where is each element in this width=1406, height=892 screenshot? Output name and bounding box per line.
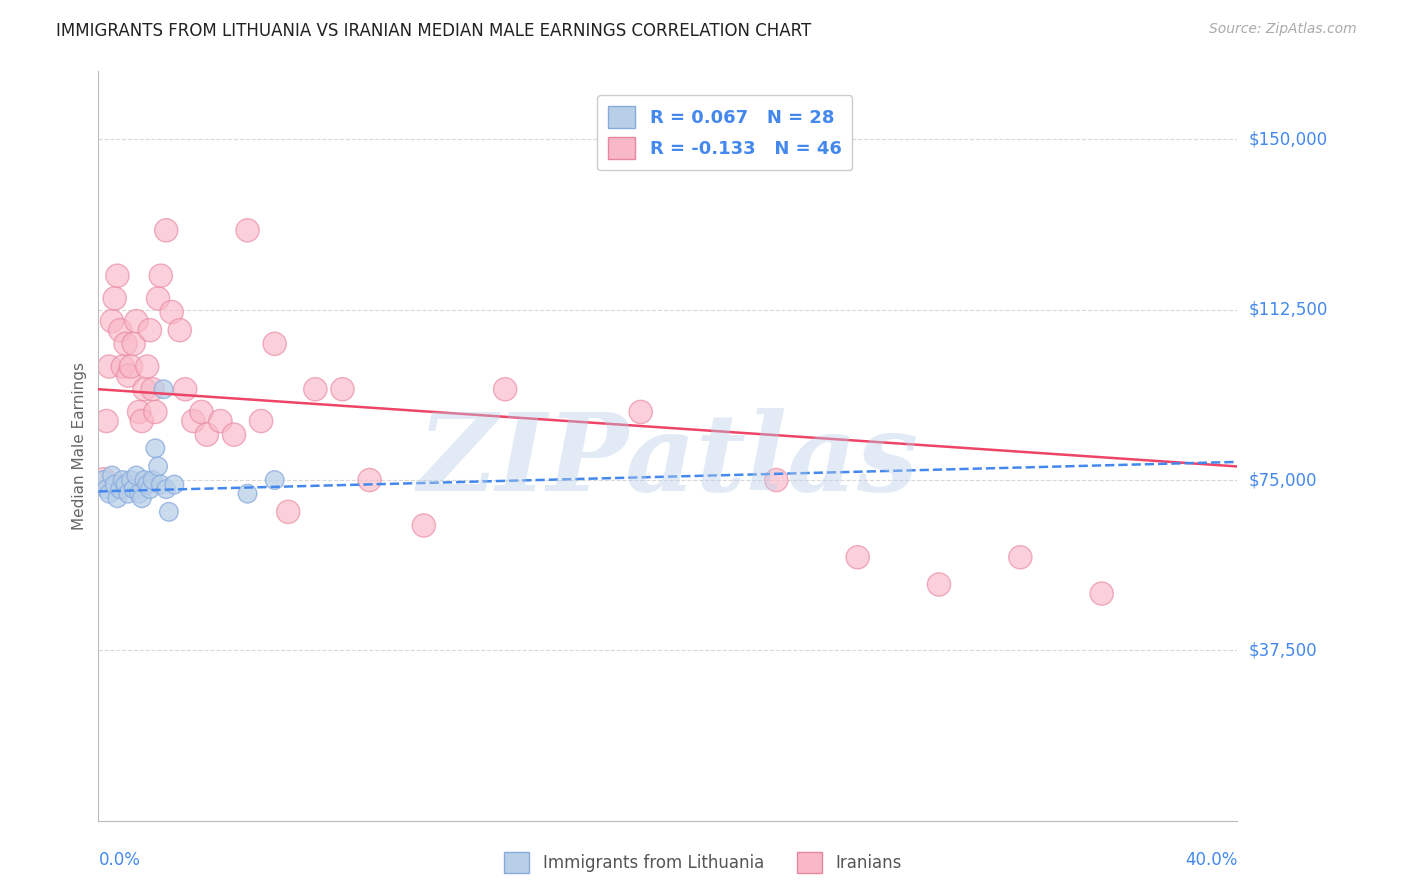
- Point: [846, 550, 869, 565]
- Point: [122, 482, 145, 496]
- Point: [136, 359, 159, 374]
- Point: [93, 473, 115, 487]
- Point: [263, 473, 285, 487]
- Point: [277, 505, 299, 519]
- Point: [1091, 586, 1114, 600]
- Point: [155, 223, 177, 237]
- Point: [222, 427, 245, 442]
- Point: [195, 427, 218, 442]
- Point: [128, 405, 150, 419]
- Point: [114, 336, 136, 351]
- Point: [236, 223, 259, 237]
- Point: [139, 482, 162, 496]
- Point: [120, 359, 142, 374]
- Legend: R = 0.067   N = 28, R = -0.133   N = 46: R = 0.067 N = 28, R = -0.133 N = 46: [598, 95, 852, 170]
- Point: [120, 473, 142, 487]
- Point: [169, 323, 191, 337]
- Point: [108, 482, 131, 496]
- Point: [134, 473, 156, 487]
- Point: [494, 382, 516, 396]
- Point: [157, 505, 180, 519]
- Text: $112,500: $112,500: [1249, 301, 1327, 318]
- Point: [114, 477, 136, 491]
- Text: $150,000: $150,000: [1249, 130, 1327, 148]
- Text: 0.0%: 0.0%: [98, 851, 141, 869]
- Point: [125, 314, 148, 328]
- Point: [630, 405, 652, 419]
- Point: [111, 473, 134, 487]
- Point: [104, 292, 127, 306]
- Point: [93, 473, 115, 487]
- Point: [149, 477, 172, 491]
- Point: [146, 459, 169, 474]
- Point: [145, 442, 167, 456]
- Point: [98, 359, 121, 374]
- Point: [117, 486, 139, 500]
- Text: $37,500: $37,500: [1249, 641, 1317, 659]
- Point: [107, 268, 129, 283]
- Point: [765, 473, 787, 487]
- Point: [152, 382, 174, 396]
- Text: IMMIGRANTS FROM LITHUANIA VS IRANIAN MEDIAN MALE EARNINGS CORRELATION CHART: IMMIGRANTS FROM LITHUANIA VS IRANIAN MED…: [56, 22, 811, 40]
- Point: [250, 414, 273, 428]
- Text: $75,000: $75,000: [1249, 471, 1317, 489]
- Point: [101, 314, 124, 328]
- Y-axis label: Median Male Earnings: Median Male Earnings: [72, 362, 87, 530]
- Point: [108, 323, 131, 337]
- Point: [190, 405, 212, 419]
- Point: [146, 292, 169, 306]
- Point: [136, 477, 159, 491]
- Point: [149, 268, 172, 283]
- Text: ZIPatlas: ZIPatlas: [418, 408, 918, 514]
- Point: [98, 486, 121, 500]
- Point: [928, 577, 950, 591]
- Point: [236, 486, 259, 500]
- Point: [131, 414, 153, 428]
- Point: [139, 323, 162, 337]
- Legend: Immigrants from Lithuania, Iranians: Immigrants from Lithuania, Iranians: [498, 846, 908, 880]
- Point: [134, 382, 156, 396]
- Point: [104, 477, 127, 491]
- Point: [101, 468, 124, 483]
- Point: [174, 382, 197, 396]
- Point: [412, 518, 434, 533]
- Point: [111, 359, 134, 374]
- Text: 40.0%: 40.0%: [1185, 851, 1237, 869]
- Point: [117, 368, 139, 383]
- Point: [142, 382, 165, 396]
- Point: [160, 305, 183, 319]
- Point: [122, 336, 145, 351]
- Point: [263, 336, 285, 351]
- Point: [96, 482, 118, 496]
- Point: [209, 414, 232, 428]
- Text: Source: ZipAtlas.com: Source: ZipAtlas.com: [1209, 22, 1357, 37]
- Point: [183, 414, 205, 428]
- Point: [1010, 550, 1032, 565]
- Point: [131, 491, 153, 506]
- Point: [332, 382, 354, 396]
- Point: [125, 468, 148, 483]
- Point: [145, 405, 167, 419]
- Point: [163, 477, 186, 491]
- Point: [304, 382, 326, 396]
- Point: [359, 473, 381, 487]
- Point: [142, 473, 165, 487]
- Point: [128, 486, 150, 500]
- Point: [155, 482, 177, 496]
- Point: [107, 491, 129, 506]
- Point: [96, 414, 118, 428]
